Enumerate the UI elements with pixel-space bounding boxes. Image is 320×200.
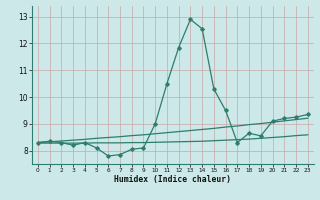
- X-axis label: Humidex (Indice chaleur): Humidex (Indice chaleur): [114, 175, 231, 184]
